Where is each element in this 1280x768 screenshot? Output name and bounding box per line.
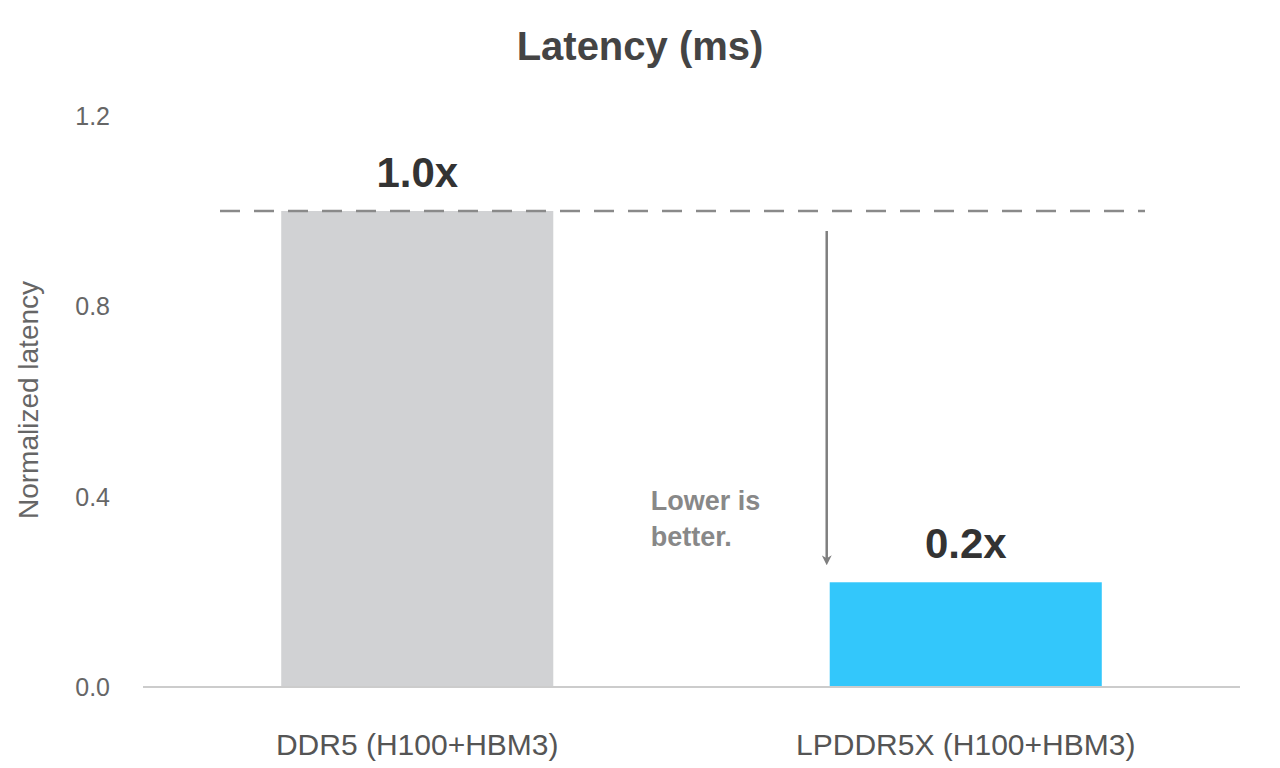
bar [830, 582, 1102, 687]
data-label: 0.2x [925, 520, 1007, 567]
y-axis-label: Normalized latency [13, 281, 44, 519]
y-tick-label: 0.0 [75, 673, 110, 701]
y-tick-label: 0.8 [75, 292, 110, 320]
x-tick-label: DDR5 (H100+HBM3) [276, 728, 559, 761]
x-tick-label: LPDDR5X (H100+HBM3) [796, 728, 1135, 761]
y-tick-label: 1.2 [75, 102, 110, 130]
y-tick-label: 0.4 [75, 483, 110, 511]
annotation-arrow [825, 231, 828, 560]
annotation-line: Lower is [651, 486, 761, 516]
bar [281, 211, 553, 687]
title: Latency (ms) [517, 24, 764, 68]
reference-line [220, 210, 1145, 213]
chart: Latency (ms) Normalized latency 0.0 0.4 0.8 1… [0, 0, 1280, 768]
bars [281, 211, 1102, 687]
annotation-line: better. [651, 522, 732, 552]
data-label: 1.0x [376, 149, 458, 196]
x-axis-line [143, 686, 1240, 688]
annotation: Lower is better. [651, 486, 761, 552]
